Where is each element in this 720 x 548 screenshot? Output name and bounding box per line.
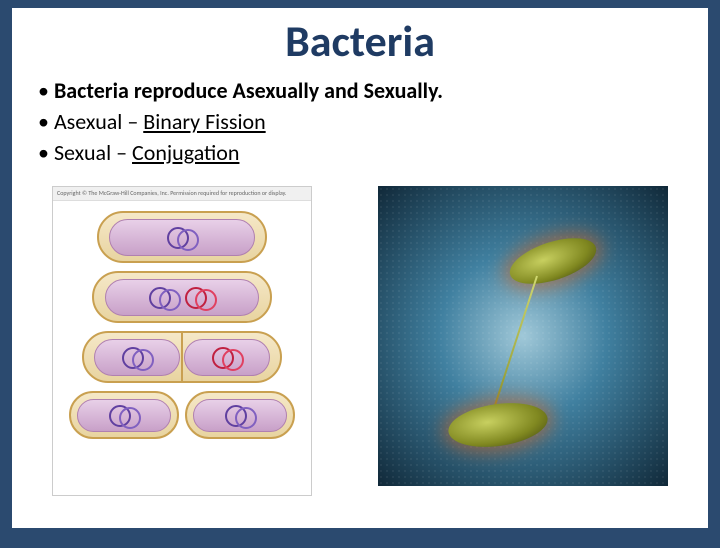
binary-fission-diagram: Copyright © The McGraw-Hill Companies, I… bbox=[52, 186, 312, 496]
bullet-list: Bacteria reproduce Asexually and Sexuall… bbox=[12, 70, 708, 168]
dna-icon bbox=[122, 345, 152, 369]
dna-icon bbox=[149, 285, 179, 309]
bullet-item: Asexual – Binary Fission bbox=[38, 107, 708, 138]
bacterium-cytoplasm bbox=[77, 399, 170, 432]
bullet-prefix: Asexual – bbox=[54, 108, 143, 135]
dna-icon bbox=[212, 345, 242, 369]
division-septum bbox=[181, 333, 183, 381]
slide-content: Bacteria Bacteria reproduce Asexually an… bbox=[12, 8, 708, 528]
bacterium-cytoplasm bbox=[184, 339, 270, 375]
bullet-term: Conjugation bbox=[132, 139, 239, 166]
daughter-cell bbox=[185, 391, 295, 439]
bacterium-stage-4 bbox=[69, 391, 295, 439]
bacterium-cytoplasm bbox=[193, 399, 286, 432]
bullet-item: Bacteria reproduce Asexually and Sexuall… bbox=[38, 76, 708, 107]
bacterium-cytoplasm bbox=[105, 279, 260, 315]
dna-icon bbox=[225, 403, 255, 427]
bacterium-cytoplasm bbox=[94, 339, 180, 375]
bacterium-stage-1 bbox=[97, 211, 267, 263]
bacterium-stage-3 bbox=[82, 331, 282, 383]
bacterium-cytoplasm bbox=[109, 219, 255, 255]
bullet-suffix: . bbox=[437, 77, 443, 104]
dna-icon bbox=[109, 403, 139, 427]
conjugation-micrograph bbox=[378, 186, 668, 486]
fission-stages bbox=[53, 201, 311, 449]
dna-icon bbox=[167, 225, 197, 249]
bullet-term: Binary Fission bbox=[143, 108, 265, 135]
slide-title: Bacteria bbox=[12, 8, 708, 70]
daughter-cell bbox=[69, 391, 179, 439]
images-row: Copyright © The McGraw-Hill Companies, I… bbox=[12, 168, 708, 496]
bacterium-stage-2 bbox=[92, 271, 272, 323]
micrograph-texture bbox=[378, 186, 668, 486]
copyright-text: Copyright © The McGraw-Hill Companies, I… bbox=[53, 187, 311, 201]
bullet-prefix: Sexual – bbox=[54, 139, 132, 166]
bullet-item: Sexual – Conjugation bbox=[38, 138, 708, 169]
dna-icon bbox=[185, 285, 215, 309]
bullet-text: Bacteria reproduce Asexually and Sexuall… bbox=[54, 77, 437, 104]
